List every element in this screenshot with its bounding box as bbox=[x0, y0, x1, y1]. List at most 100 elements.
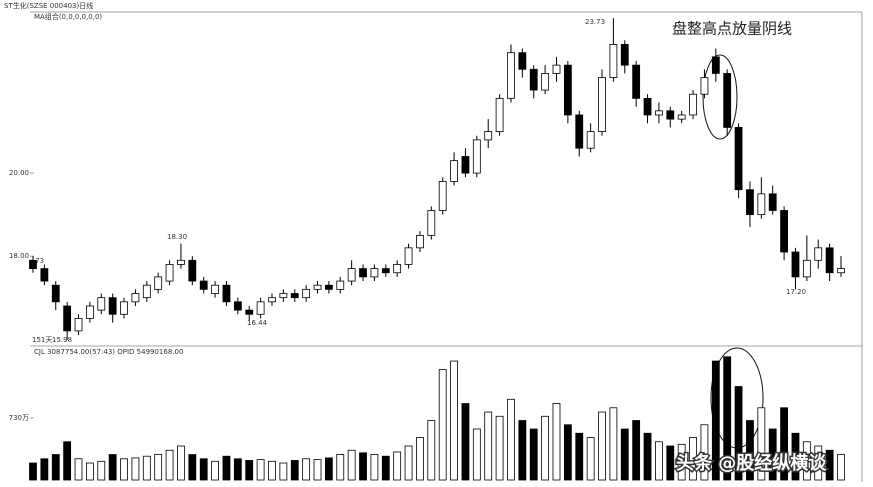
volume-bar bbox=[472, 428, 481, 481]
price-label: 15.98 bbox=[52, 336, 72, 344]
price-label: 151天 bbox=[32, 336, 52, 344]
candle-body bbox=[381, 268, 390, 274]
price-label: 18.30 bbox=[167, 233, 187, 241]
candle-body bbox=[746, 189, 754, 216]
volume-bar bbox=[655, 441, 663, 481]
candle-body bbox=[63, 305, 72, 332]
volume-bar bbox=[438, 369, 447, 481]
candle-body bbox=[780, 210, 788, 253]
volume-bar bbox=[814, 445, 823, 481]
candle-body bbox=[370, 268, 379, 278]
volume-bar bbox=[40, 458, 49, 481]
volume-bar bbox=[575, 432, 584, 481]
y-tick-label: 20.00 bbox=[9, 169, 29, 177]
candle-body bbox=[495, 97, 504, 132]
volume-bar bbox=[29, 462, 37, 481]
volume-bar bbox=[507, 398, 515, 481]
volume-bar bbox=[757, 407, 766, 481]
volume-bar bbox=[347, 449, 356, 481]
volume-bar bbox=[131, 457, 140, 481]
volume-bar bbox=[700, 424, 709, 481]
volume-bar bbox=[302, 458, 311, 481]
candle-body bbox=[757, 193, 766, 216]
candle-body bbox=[586, 131, 595, 149]
candle-body bbox=[427, 210, 436, 236]
candle-body bbox=[165, 264, 174, 282]
volume-bar bbox=[97, 460, 106, 481]
volume-bar bbox=[780, 407, 788, 481]
volume-bar bbox=[529, 428, 538, 481]
candle-body bbox=[199, 280, 208, 290]
candle-body bbox=[552, 64, 561, 74]
volume-bar bbox=[746, 420, 754, 481]
volume-bar bbox=[404, 445, 413, 481]
volume-bar bbox=[393, 451, 402, 481]
volume-bar bbox=[233, 458, 242, 481]
candle-body bbox=[632, 64, 641, 99]
volume-bar bbox=[211, 460, 219, 481]
candle-body bbox=[677, 114, 686, 120]
candle-body bbox=[108, 297, 117, 315]
candle-body bbox=[768, 193, 777, 211]
volume-bar bbox=[643, 432, 652, 481]
candle-body bbox=[51, 284, 60, 303]
chart-title: ST生化(SZSE 000403)日线 bbox=[4, 1, 93, 10]
candle-body bbox=[825, 247, 834, 274]
volume-bar bbox=[359, 452, 367, 481]
candle-body bbox=[689, 93, 697, 116]
candle-body bbox=[529, 68, 538, 91]
volume-bar bbox=[427, 420, 436, 481]
candle-body bbox=[188, 259, 197, 282]
candle-body bbox=[154, 276, 163, 290]
candle-body bbox=[814, 247, 823, 261]
volume-bar bbox=[768, 428, 777, 481]
volume-bar bbox=[734, 386, 743, 481]
price-label: 16.44 bbox=[247, 319, 268, 327]
volume-bar bbox=[677, 443, 686, 481]
volume-bar bbox=[484, 411, 493, 481]
volume-bar bbox=[689, 437, 697, 481]
volume-bar bbox=[86, 462, 94, 481]
candle-body bbox=[177, 259, 185, 265]
candle-body bbox=[518, 52, 527, 70]
marks: 18.00 20.00 730万 18.30 16.44 23.73 17.20 15.981… bbox=[9, 18, 845, 481]
annotation: 盘整高点放量阴线 bbox=[672, 20, 792, 38]
volume-bar bbox=[120, 458, 128, 481]
volume-bar bbox=[620, 428, 629, 481]
volume-bar bbox=[666, 445, 675, 481]
volume-bar bbox=[74, 458, 83, 481]
volume-bar bbox=[188, 454, 197, 481]
volume-bar bbox=[324, 457, 333, 481]
candle-body bbox=[575, 114, 584, 149]
volume-bar bbox=[825, 449, 834, 481]
candle-body bbox=[723, 73, 732, 128]
volume-bar bbox=[245, 460, 254, 481]
volume-bar bbox=[802, 441, 811, 481]
candle-body bbox=[131, 293, 140, 303]
candle-body bbox=[142, 284, 151, 299]
volume-bar bbox=[837, 454, 845, 481]
candle-body bbox=[233, 301, 242, 311]
volume-bar bbox=[177, 445, 185, 481]
price-label: .73 bbox=[33, 257, 44, 265]
volume-bar bbox=[552, 403, 561, 481]
candle-body bbox=[324, 284, 333, 290]
volume-bar bbox=[51, 454, 60, 481]
candle-body bbox=[643, 97, 652, 116]
candle-body bbox=[97, 297, 106, 311]
candle-body bbox=[120, 301, 128, 315]
volume-bar bbox=[279, 462, 288, 481]
candle-body bbox=[734, 127, 743, 191]
candle-body bbox=[359, 268, 367, 278]
candle-body bbox=[484, 131, 493, 141]
highlight-ellipse bbox=[702, 54, 738, 140]
volume-bar bbox=[381, 455, 390, 481]
candle-body bbox=[40, 268, 49, 282]
price-label: 17.20 bbox=[786, 288, 806, 296]
candle-body bbox=[438, 181, 447, 211]
candle-body bbox=[507, 52, 515, 99]
candle-body bbox=[791, 251, 800, 278]
y-tick-label: 730万 bbox=[9, 414, 29, 422]
volume-bar bbox=[586, 437, 595, 481]
